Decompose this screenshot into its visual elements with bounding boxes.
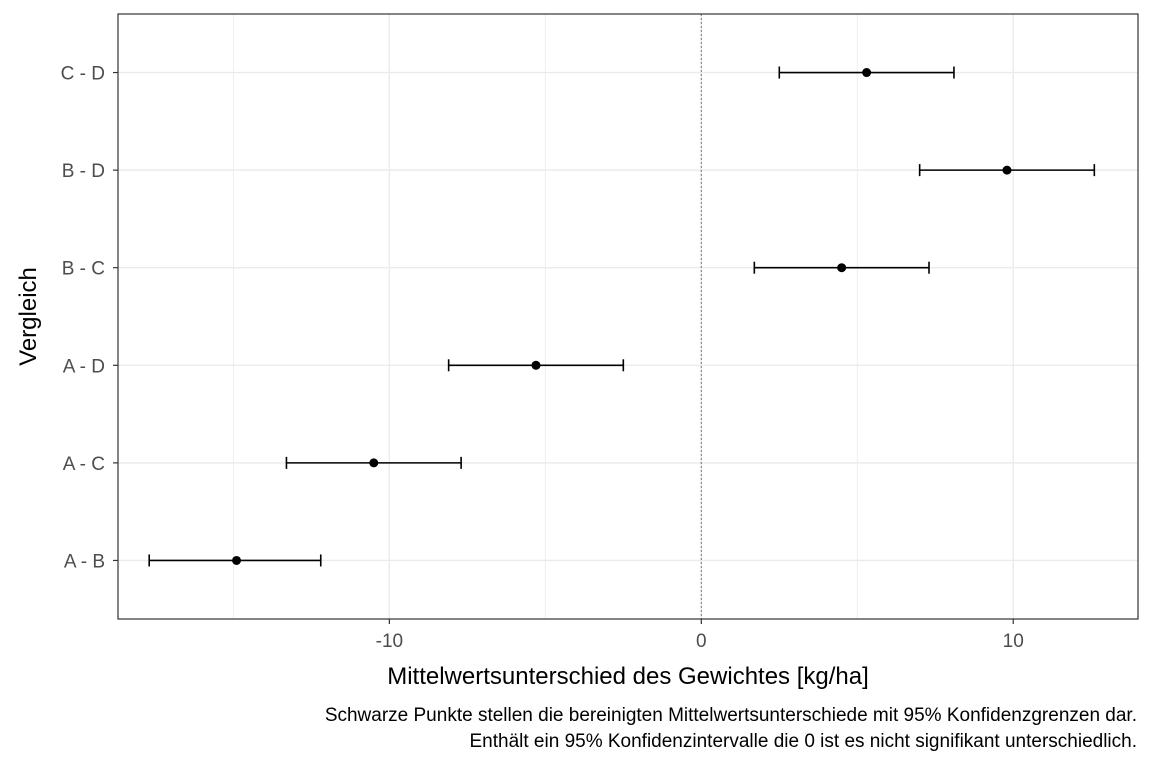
estimate-point	[862, 68, 872, 78]
x-tick-label: -10	[376, 631, 403, 652]
y-tick-label: A - B	[64, 551, 105, 572]
y-tick-label: A - D	[63, 356, 105, 377]
estimate-point	[1002, 165, 1012, 175]
x-axis-title: Mittelwertsunterschied des Gewichtes [kg…	[387, 663, 869, 690]
estimate-point	[369, 458, 379, 468]
chart: -10 0 10 A - B A - C A - D B - C B - D C - D Mit…	[15, 13, 1139, 690]
y-tick-label: B - C	[62, 259, 105, 280]
grid-layer	[118, 14, 1138, 619]
estimate-point	[837, 263, 847, 273]
y-tick-label: A - C	[63, 454, 105, 475]
panel-border	[117, 13, 1139, 620]
caption-line-2: Enthält ein 95% Konfidenzintervalle die …	[469, 731, 1138, 752]
caption-line-1: Schwarze Punkte stellen die bereinigten …	[324, 705, 1137, 726]
estimate-point	[531, 360, 541, 370]
x-tick-label: 0	[696, 631, 707, 652]
y-tick-label: C - D	[61, 64, 105, 85]
marks-layer	[148, 66, 1096, 567]
y-axis-title: Vergleich	[15, 267, 42, 366]
ticks-layer: -10 0 10 A - B A - C A - D B - C B - D C - D	[61, 64, 1024, 652]
estimate-point	[232, 555, 242, 565]
x-tick-label: 10	[1003, 631, 1024, 652]
y-tick-label: B - D	[62, 161, 105, 182]
